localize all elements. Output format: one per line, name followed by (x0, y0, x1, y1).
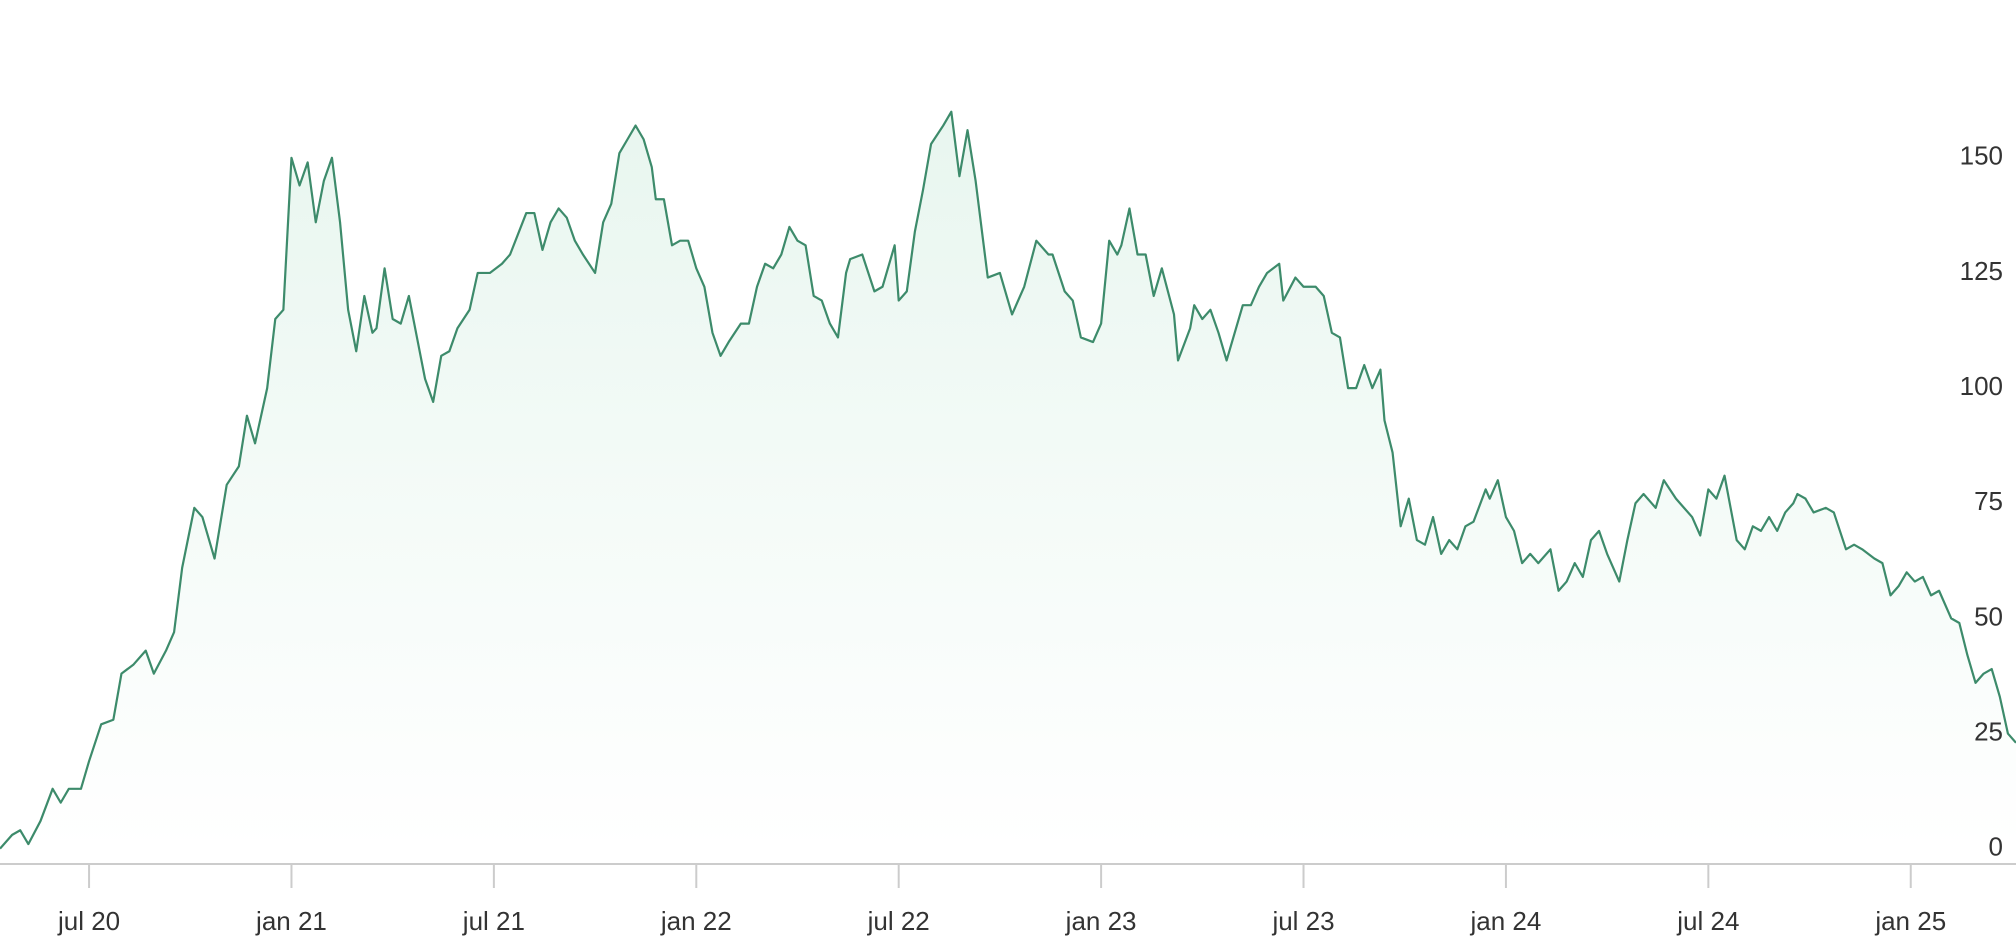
x-tick-label: jan 24 (1470, 906, 1542, 936)
area-fill (0, 111, 2016, 849)
x-tick-label: jul 21 (462, 906, 525, 936)
line (0, 110, 2016, 850)
x-tick-label: jan 21 (255, 906, 327, 936)
x-tick-label: jan 23 (1065, 906, 1137, 936)
x-tick-label: jan 22 (660, 906, 732, 936)
y-tick-label: 100 (1960, 371, 2003, 401)
y-tick-label: 150 (1960, 141, 2003, 171)
x-tick-label: jan 25 (1874, 906, 1946, 936)
x-tick-label: jul 24 (1676, 906, 1739, 936)
y-tick-label: 125 (1960, 256, 2003, 286)
y-tick-label: 75 (1974, 486, 2003, 516)
x-tick-label: jul 20 (57, 906, 120, 936)
x-tick-label: jul 23 (1271, 906, 1334, 936)
y-tick-label: 0 (1989, 832, 2003, 862)
y-tick-label: 25 (1974, 716, 2003, 746)
x-tick-label: jul 22 (867, 906, 930, 936)
y-tick-label: 50 (1974, 601, 2003, 631)
